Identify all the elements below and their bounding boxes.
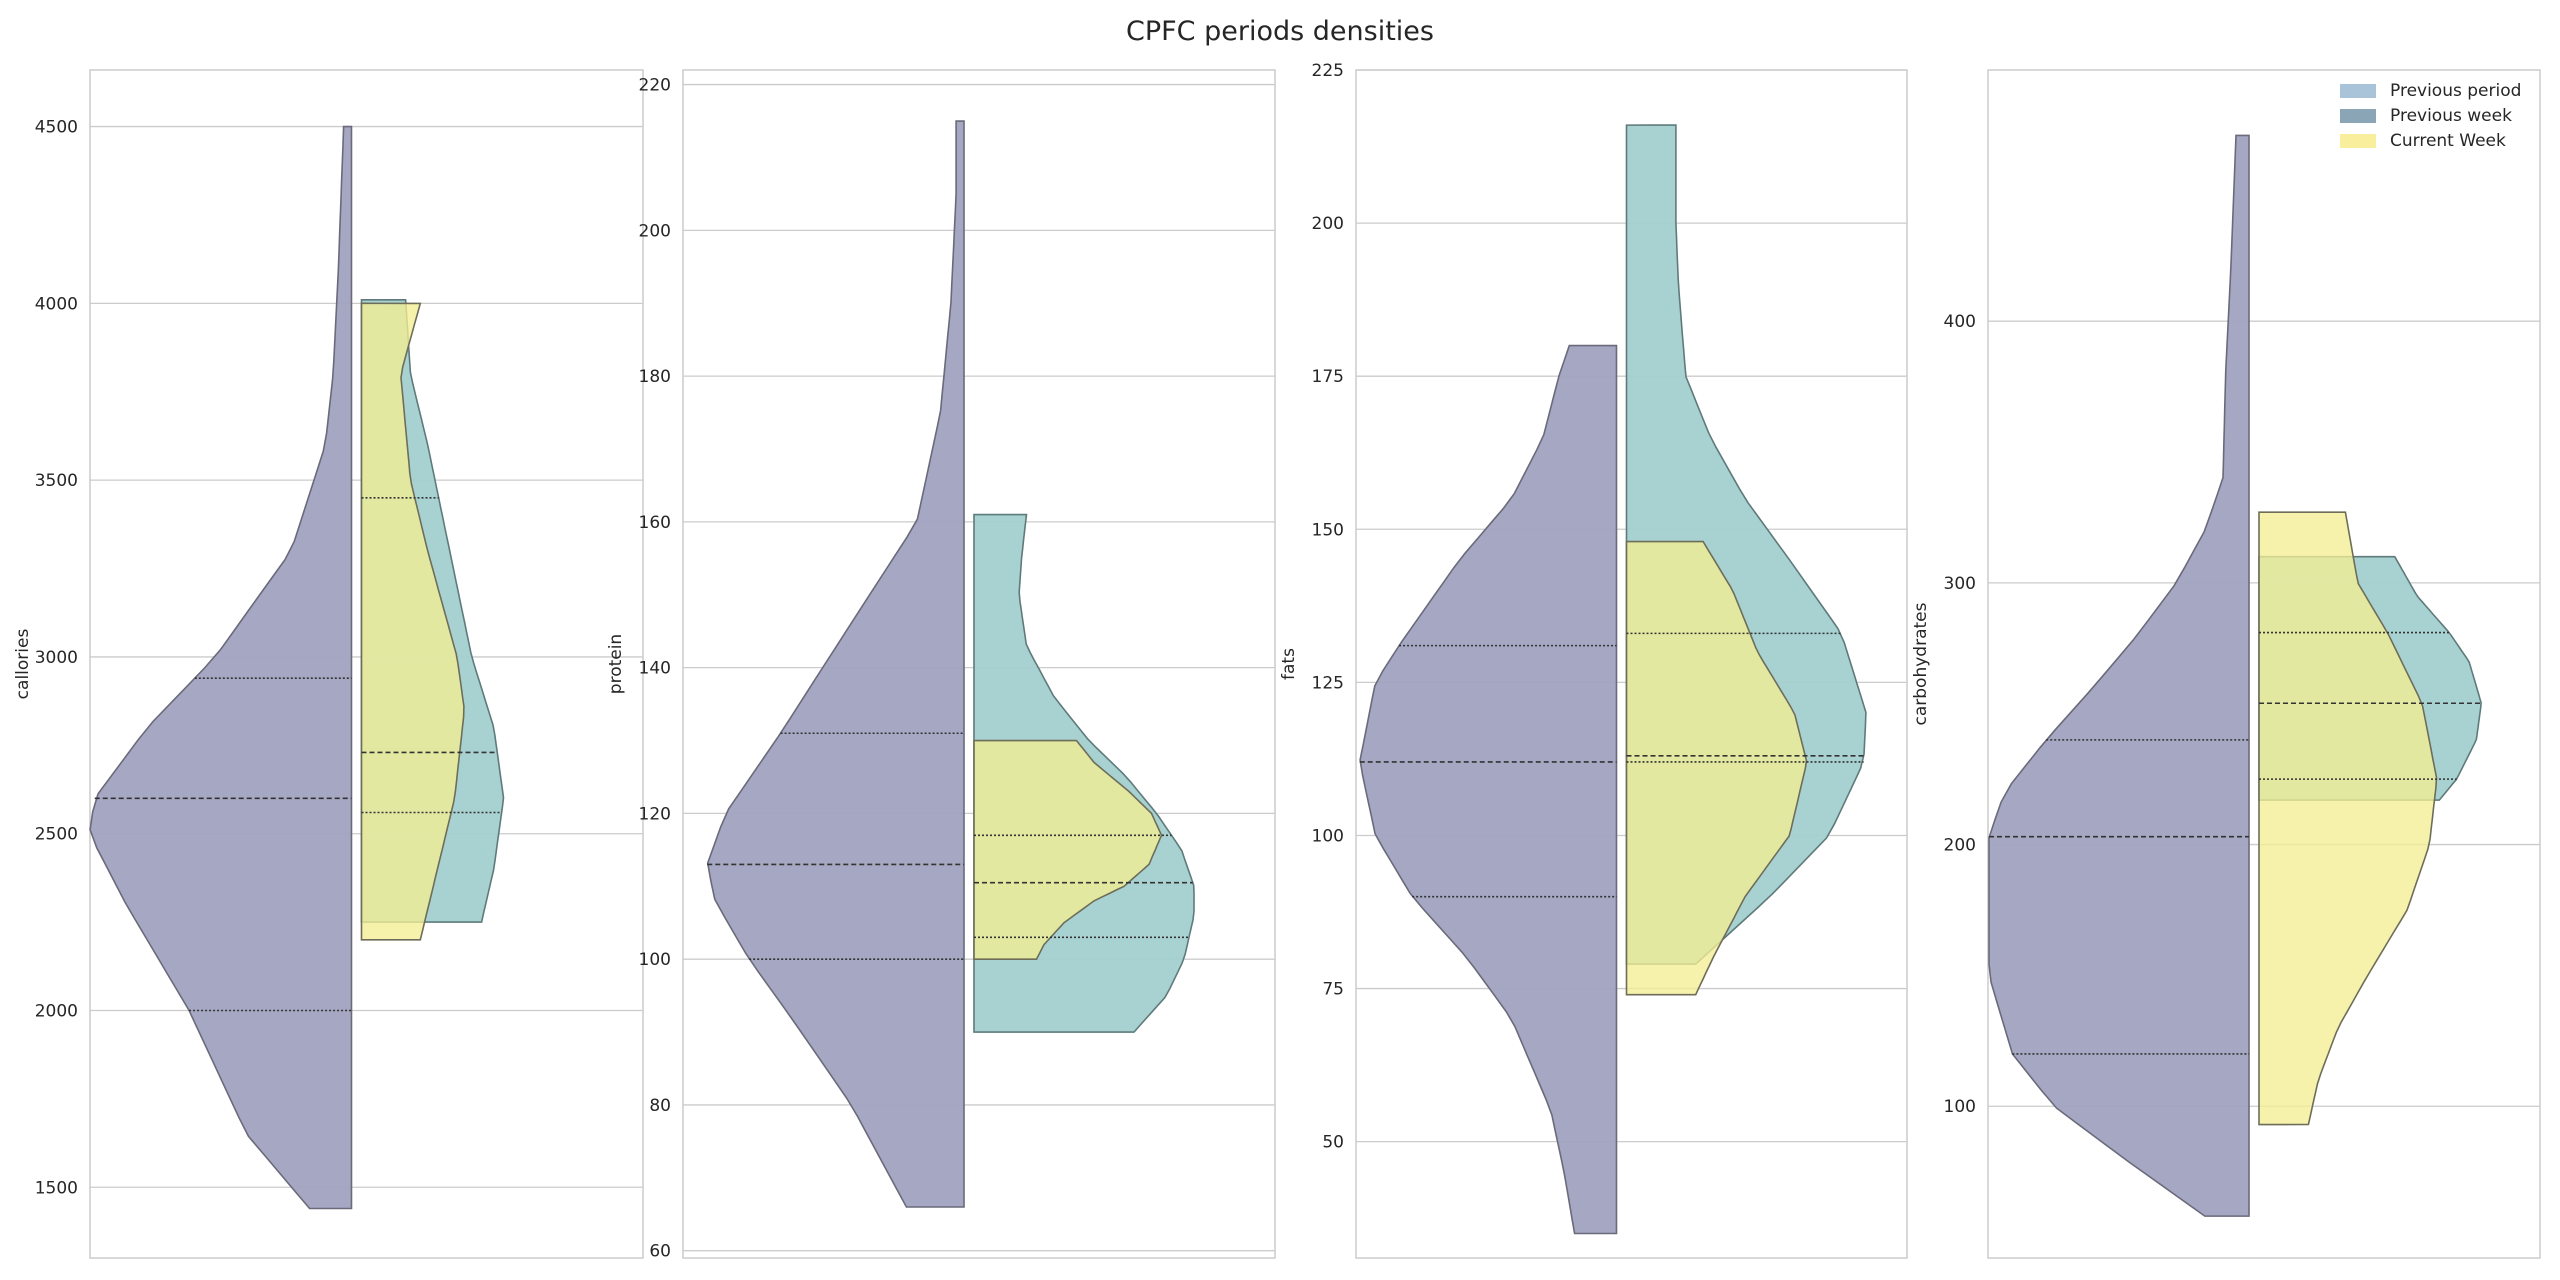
y-tick-label-protein-220: 220 xyxy=(639,76,671,96)
y-tick-label-carbohydrates-400: 400 xyxy=(1944,312,1976,332)
y-tick-label-fats-150: 150 xyxy=(1312,520,1344,540)
y-tick-label-protein-100: 100 xyxy=(639,950,671,970)
y-tick-label-protein-60: 60 xyxy=(649,1242,671,1262)
legend: Previous period Previous week Current We… xyxy=(2340,78,2521,153)
violin-left-fats xyxy=(1359,344,1618,1235)
y-tick-label-carbohydrates-100: 100 xyxy=(1944,1097,1976,1117)
y-tick-label-callories-2000: 2000 xyxy=(35,1002,78,1022)
y-tick-label-callories-3000: 3000 xyxy=(35,648,78,668)
y-tick-label-fats-100: 100 xyxy=(1312,826,1344,846)
y-tick-label-protein-80: 80 xyxy=(649,1096,671,1116)
y-tick-label-protein-120: 120 xyxy=(639,804,671,824)
y-tick-label-fats-50: 50 xyxy=(1322,1133,1344,1153)
y-tick-label-callories-4000: 4000 xyxy=(35,294,78,314)
violin-current-fats xyxy=(1625,540,1808,996)
y-axis-label-protein: protein xyxy=(606,634,626,694)
legend-label-current-week: Current Week xyxy=(2390,130,2506,151)
legend-item-current-week: Current Week xyxy=(2340,128,2521,153)
legend-label-previous-week: Previous week xyxy=(2390,105,2512,126)
y-axis-label-fats: fats xyxy=(1279,648,1299,680)
y-tick-label-protein-200: 200 xyxy=(639,221,671,241)
y-tick-label-callories-3500: 3500 xyxy=(35,471,78,491)
y-tick-label-protein-180: 180 xyxy=(639,367,671,387)
legend-item-previous-week: Previous week xyxy=(2340,103,2521,128)
violin-current-protein xyxy=(973,739,1163,961)
violin-left-carbohydrates xyxy=(1988,134,2250,1217)
y-tick-label-callories-4500: 4500 xyxy=(35,118,78,138)
y-tick-label-carbohydrates-300: 300 xyxy=(1944,574,1976,594)
legend-item-previous-period: Previous period xyxy=(2340,78,2521,103)
violin-left-protein xyxy=(706,120,965,1208)
y-tick-label-callories-2500: 2500 xyxy=(35,825,78,845)
legend-label-previous-period: Previous period xyxy=(2390,80,2522,101)
y-tick-label-carbohydrates-200: 200 xyxy=(1944,836,1976,856)
legend-swatch-previous-period xyxy=(2340,83,2376,98)
y-tick-label-fats-200: 200 xyxy=(1312,214,1344,234)
y-tick-label-fats-125: 125 xyxy=(1312,673,1344,693)
chart-title: CPFC periods densities xyxy=(1126,16,1434,47)
y-axis-label-callories: callories xyxy=(13,629,33,700)
y-tick-label-protein-140: 140 xyxy=(639,659,671,679)
y-axis-label-carbohydrates: carbohydrates xyxy=(1911,602,1931,725)
y-tick-label-protein-160: 160 xyxy=(639,513,671,533)
legend-swatch-previous-week xyxy=(2340,108,2376,123)
y-tick-label-fats-175: 175 xyxy=(1312,367,1344,387)
y-tick-label-fats-225: 225 xyxy=(1312,61,1344,81)
y-tick-label-fats-75: 75 xyxy=(1322,980,1344,1000)
violin-left-callories xyxy=(89,125,353,1210)
legend-swatch-current-week xyxy=(2340,133,2376,148)
y-tick-label-callories-1500: 1500 xyxy=(35,1178,78,1198)
violin-current-callories xyxy=(360,302,465,941)
violin-current-carbohydrates xyxy=(2258,511,2438,1126)
